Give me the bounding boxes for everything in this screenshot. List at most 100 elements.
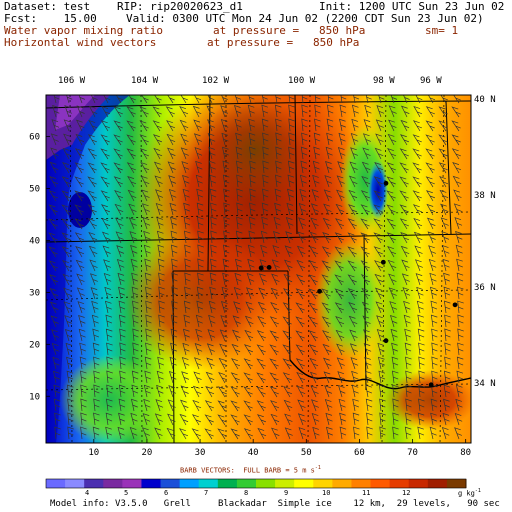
wind-barb — [100, 204, 111, 216]
lon-label: 96 W — [420, 76, 442, 86]
wind-barb — [235, 244, 243, 258]
wind-barb — [308, 344, 318, 356]
wind-barb — [90, 95, 98, 104]
wind-barb — [375, 133, 384, 146]
y-axis: 10 20 30 40 50 60 — [29, 133, 50, 402]
y-tick-label: 20 — [29, 340, 40, 350]
wind-barb — [339, 426, 347, 440]
wind-barb — [78, 314, 86, 328]
wind-barb — [389, 314, 398, 328]
wind-barb — [80, 370, 87, 384]
wind-barb — [413, 105, 423, 118]
wind-barb — [100, 134, 110, 146]
wind-barb — [61, 204, 71, 216]
wind-barb — [218, 372, 228, 384]
wind-barb — [336, 189, 345, 202]
wind-barb — [144, 258, 152, 272]
wind-barb — [131, 384, 139, 398]
wind-barb — [273, 216, 281, 230]
wind-barb — [210, 216, 217, 230]
legend-swatch — [256, 479, 276, 488]
wind-barb — [113, 134, 123, 146]
wind-barb — [282, 316, 292, 328]
wind-barb — [63, 119, 72, 132]
wind-barb — [88, 119, 98, 132]
wind-barb — [208, 314, 216, 328]
lat-lon-grid — [46, 95, 471, 443]
wind-barb — [429, 426, 437, 440]
wind-barb — [221, 132, 229, 146]
wind-barb — [180, 385, 189, 398]
wind-barb — [301, 104, 308, 118]
wind-barb — [334, 288, 344, 300]
wind-barb — [141, 95, 149, 104]
wind-barb — [61, 218, 71, 230]
wind-barb — [115, 231, 124, 244]
wind-barb — [222, 146, 229, 160]
wind-barb — [387, 148, 397, 160]
wind-barb — [232, 315, 241, 328]
legend-swatch — [179, 479, 200, 488]
lat-label: 40 N — [474, 95, 496, 105]
wind-barb — [234, 272, 242, 286]
wind-barb — [275, 95, 282, 104]
wind-barb — [415, 259, 423, 272]
wind-barb — [431, 356, 438, 370]
wind-barb — [194, 343, 203, 356]
wind-barb — [223, 230, 230, 244]
wind-barb — [387, 133, 397, 146]
wind-barb — [180, 133, 189, 146]
station-marker — [380, 259, 386, 265]
wind-barb — [454, 217, 463, 230]
wind-barb — [337, 384, 346, 398]
wind-barb — [414, 245, 423, 258]
legend-swatch — [160, 479, 181, 488]
wind-barb — [438, 134, 448, 146]
wind-barb — [210, 230, 217, 244]
wind-barb — [283, 399, 293, 412]
wind-barb — [425, 176, 435, 188]
wind-barb — [181, 161, 190, 174]
wind-barb — [209, 272, 217, 286]
wind-barb — [184, 286, 191, 300]
wind-barb — [360, 218, 370, 230]
wind-barb — [425, 106, 435, 118]
wind-barb — [418, 370, 425, 384]
wind-barb — [457, 286, 464, 300]
wind-barb — [418, 342, 425, 356]
wind-barb — [288, 146, 295, 160]
wind-barb — [217, 386, 227, 398]
lat-label: 34 N — [474, 379, 496, 389]
wind-barb — [283, 288, 293, 300]
wind-barb — [373, 232, 383, 244]
wind-barb — [207, 95, 215, 104]
wind-barb — [457, 342, 464, 356]
wind-barb — [438, 106, 448, 118]
wind-barb — [158, 272, 165, 286]
field2-level: at pressure = 850 hPa — [207, 36, 360, 49]
lon-label: 106 W — [58, 76, 86, 86]
wind-barb — [350, 133, 359, 146]
wind-barb — [282, 302, 292, 314]
wind-barb — [157, 258, 165, 272]
wind-barb — [192, 399, 202, 412]
wind-barb — [308, 330, 318, 342]
wind-barb — [392, 426, 399, 440]
wind-barb — [61, 190, 71, 202]
wind-barb — [352, 412, 360, 426]
wind-barb — [207, 133, 216, 146]
wind-barb — [275, 146, 282, 160]
wind-barb — [444, 342, 451, 356]
wind-barb — [442, 258, 450, 272]
wind-barb — [105, 314, 113, 328]
wind-barb — [387, 259, 397, 272]
x-tick-label: 20 — [142, 448, 153, 458]
wind-barb — [132, 328, 139, 342]
wind-barb — [334, 260, 344, 272]
legend-swatch — [408, 479, 429, 488]
wind-barb — [440, 95, 448, 104]
legend-label: 11 — [362, 489, 371, 497]
wind-barb — [405, 370, 412, 384]
wind-barb — [351, 104, 359, 118]
